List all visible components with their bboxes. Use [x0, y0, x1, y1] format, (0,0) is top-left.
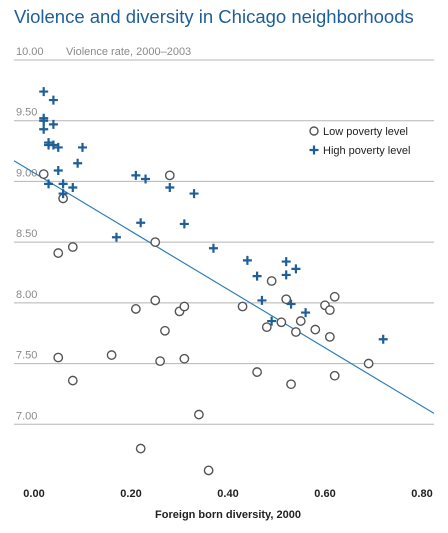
- data-point-low-poverty: [130, 304, 141, 314]
- data-point-high-poverty: [48, 119, 58, 129]
- data-point-low-poverty: [179, 353, 190, 364]
- data-point-high-poverty: [252, 271, 262, 281]
- x-tick-label: 0.60: [314, 488, 335, 500]
- data-point-low-poverty: [324, 331, 335, 342]
- data-point-high-poverty: [68, 183, 78, 192]
- x-tick-label: 0.00: [23, 488, 44, 500]
- data-point-high-poverty: [58, 179, 68, 189]
- legend-low-label: Low poverty level: [323, 126, 408, 138]
- y-tick-label: 8.00: [16, 289, 37, 301]
- data-point-high-poverty: [165, 183, 175, 192]
- y-tick-label: 9.00: [16, 167, 37, 179]
- data-point-low-poverty: [324, 305, 335, 316]
- data-point-high-poverty: [286, 299, 296, 309]
- data-point-high-poverty: [73, 158, 83, 168]
- y-tick-label: 8.50: [16, 228, 37, 240]
- data-point-low-poverty: [67, 375, 78, 386]
- data-point-high-poverty: [48, 95, 58, 105]
- y-tick-label: 7.00: [16, 410, 37, 422]
- data-point-low-poverty: [252, 367, 263, 377]
- y-axis-label: Violence rate, 2000–2003: [66, 46, 191, 58]
- data-point-high-poverty: [39, 87, 49, 97]
- data-point-high-poverty: [208, 243, 218, 253]
- data-point-high-poverty: [291, 264, 301, 274]
- data-point-low-poverty: [160, 325, 170, 336]
- legend: Low poverty level High poverty level: [309, 126, 410, 157]
- data-point-low-poverty: [38, 169, 49, 180]
- data-point-low-poverty: [290, 327, 301, 337]
- data-point-low-poverty: [363, 358, 374, 369]
- data-point-low-poverty: [286, 379, 296, 390]
- data-point-high-poverty: [257, 295, 267, 305]
- data-point-low-poverty: [329, 291, 340, 302]
- data-point-high-poverty: [242, 255, 252, 265]
- data-point-low-poverty: [53, 248, 64, 258]
- series-high-poverty: [39, 87, 388, 344]
- data-point-high-poverty: [136, 218, 146, 228]
- data-point-high-poverty: [78, 142, 87, 152]
- data-point-low-poverty: [135, 443, 146, 454]
- data-point-high-poverty: [301, 308, 311, 318]
- y-tick-label: 10.00: [16, 46, 44, 58]
- data-point-high-poverty: [281, 270, 291, 280]
- x-axis-ticks: 0.00 0.20 0.40 0.60 0.80: [23, 488, 432, 500]
- data-point-low-poverty: [261, 322, 272, 333]
- data-point-high-poverty: [281, 257, 291, 267]
- data-point-high-poverty: [111, 232, 121, 242]
- data-point-low-poverty: [67, 242, 78, 252]
- gridlines: [14, 59, 434, 425]
- x-tick-label: 0.40: [217, 488, 238, 500]
- legend-low-marker: [309, 126, 319, 136]
- legend-high-label: High poverty level: [323, 145, 410, 157]
- data-point-high-poverty: [267, 316, 277, 326]
- data-point-high-poverty: [189, 189, 199, 199]
- data-point-high-poverty: [44, 179, 54, 189]
- y-axis-ticks: 10.00 9.50 9.00 8.50 8.00 7.50 7.00: [16, 46, 44, 422]
- data-point-high-poverty: [44, 140, 54, 150]
- data-point-low-poverty: [193, 409, 204, 420]
- data-point-low-poverty: [329, 370, 340, 381]
- data-point-high-poverty: [141, 174, 151, 184]
- series-low-poverty: [38, 169, 374, 476]
- data-point-low-poverty: [281, 294, 292, 305]
- y-tick-label: 9.50: [16, 107, 37, 119]
- data-point-low-poverty: [237, 301, 248, 312]
- data-point-high-poverty: [131, 170, 141, 180]
- data-point-low-poverty: [106, 350, 117, 360]
- data-point-high-poverty: [39, 116, 49, 126]
- data-point-low-poverty: [53, 352, 64, 363]
- data-point-high-poverty: [179, 219, 189, 229]
- data-point-low-poverty: [276, 317, 287, 328]
- data-point-low-poverty: [310, 324, 321, 335]
- data-point-low-poverty: [164, 170, 175, 181]
- data-point-high-poverty: [53, 166, 63, 175]
- x-axis-label: Foreign born diversity, 2000: [155, 509, 301, 521]
- x-tick-label: 0.80: [411, 488, 432, 500]
- x-tick-label: 0.20: [120, 488, 141, 500]
- data-point-high-poverty: [58, 189, 68, 199]
- data-point-low-poverty: [150, 295, 161, 306]
- data-point-high-poverty: [53, 142, 63, 152]
- data-point-low-poverty: [266, 276, 277, 286]
- data-point-low-poverty: [150, 237, 161, 248]
- data-point-high-poverty: [39, 124, 49, 134]
- y-tick-label: 7.50: [16, 350, 37, 362]
- data-point-low-poverty: [155, 356, 166, 367]
- data-point-low-poverty: [179, 301, 190, 312]
- data-point-low-poverty: [295, 316, 306, 326]
- data-point-high-poverty: [378, 334, 388, 344]
- chart-title: Violence and diversity in Chicago neighb…: [14, 6, 414, 27]
- trend-line: [13, 160, 435, 414]
- data-point-low-poverty: [203, 465, 214, 476]
- legend-high-marker: [309, 145, 319, 155]
